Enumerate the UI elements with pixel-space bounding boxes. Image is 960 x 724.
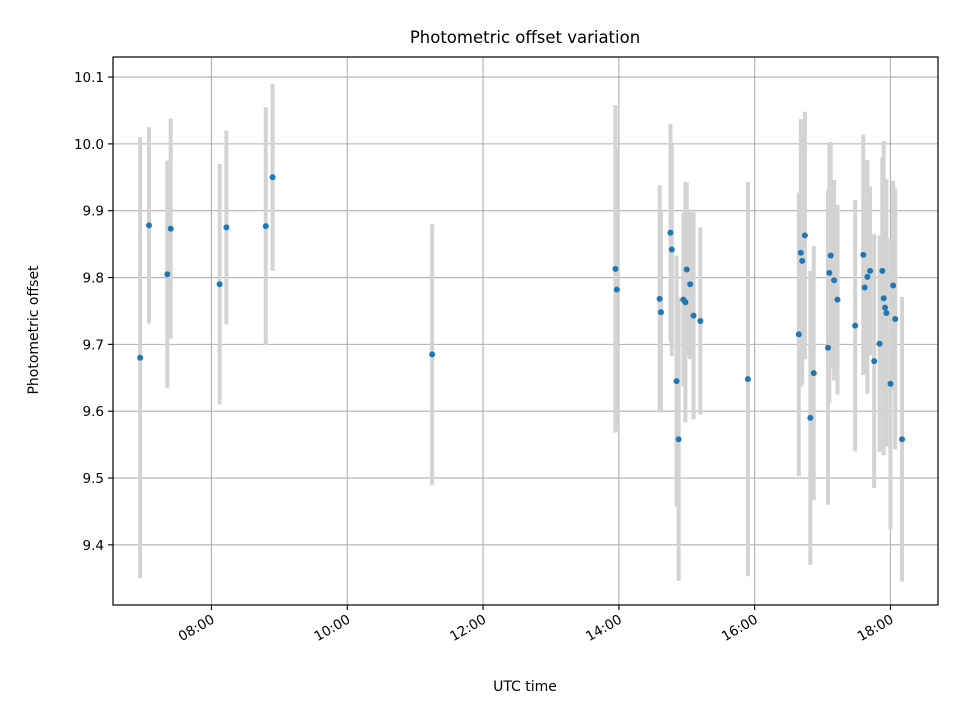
data-point [164,271,171,278]
y-tick-label: 9.4 [83,538,104,554]
data-point [673,378,680,385]
y-tick-label: 9.6 [83,404,104,420]
data-point [690,312,697,319]
data-point [613,286,620,293]
data-point [682,299,689,306]
data-point [834,296,841,303]
data-point [892,315,899,322]
data-point [697,317,704,324]
data-point [867,267,874,274]
data-point [145,222,152,229]
data-point [801,232,808,239]
grid-lines [113,57,938,605]
y-tick-label: 10.0 [74,137,104,153]
y-axis-label: Photometric offset [26,265,42,395]
data-point [223,224,230,231]
data-point [899,436,906,443]
data-point [871,358,878,365]
data-point [860,251,867,258]
y-tick-label: 9.8 [83,271,104,287]
data-point [825,344,831,351]
data-point [883,309,890,316]
data-point [687,281,694,288]
data-point [137,354,144,361]
data-point [167,225,174,232]
y-tick-label: 9.7 [83,337,104,353]
data-point [269,174,276,181]
data-point [668,246,675,253]
data-point [807,414,814,421]
data-point [744,376,751,383]
data-point [880,295,887,302]
data-point [657,309,664,316]
data-point [216,281,223,288]
data-point [826,269,833,276]
chart-title: Photometric offset variation [410,28,640,47]
data-point [810,370,817,377]
data-point [795,331,802,338]
data-point [683,266,690,273]
data-point [864,273,871,280]
data-point [852,322,859,329]
data-point [882,304,889,311]
data-point [831,277,838,284]
data-point [861,284,868,291]
data-point [797,249,804,256]
data-point [799,257,806,264]
data-point [876,340,883,347]
data-point [656,295,663,302]
data-point [612,265,619,272]
y-tick-label: 10.1 [74,70,104,86]
data-point [675,436,682,443]
data-point [890,282,897,289]
data-points [137,174,906,443]
data-point [879,267,886,274]
data-point [262,223,269,230]
y-tick-label: 9.9 [83,204,104,220]
data-point [827,252,834,259]
data-point [887,380,894,387]
y-tick-label: 9.5 [83,471,104,487]
x-axis-label: UTC time [493,679,557,695]
data-point [667,229,674,236]
data-point [429,351,436,358]
plot-frame [112,56,939,606]
